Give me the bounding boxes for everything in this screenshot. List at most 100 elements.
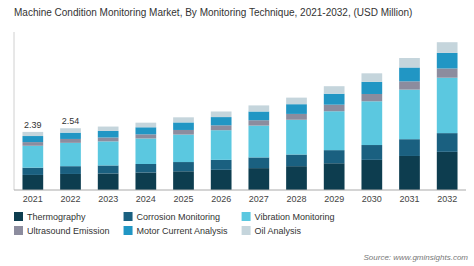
legend-item: Vibration Monitoring [242, 212, 335, 222]
bar-segment [173, 135, 194, 162]
bar-segment [286, 98, 307, 105]
legend-item: Corrosion Monitoring [124, 212, 221, 222]
bar-segment [324, 105, 345, 112]
x-tick-label: 2032 [437, 194, 457, 204]
legend-label: Thermography [27, 212, 86, 222]
bar-segment [173, 162, 194, 171]
bar-segment [399, 58, 420, 67]
y-axis-line [14, 32, 15, 190]
x-tick-label: 2026 [211, 194, 231, 204]
legend-swatch [14, 226, 23, 235]
bar-segment [98, 165, 119, 173]
annotation: 2.39 [24, 120, 42, 130]
legend-item: Motor Current Analysis [124, 226, 229, 236]
bar-segment [248, 105, 269, 111]
x-tick-label: 2021 [23, 194, 43, 204]
bar-segment [60, 133, 81, 139]
bar-segment [286, 166, 307, 190]
x-tick-label: 2023 [98, 194, 118, 204]
bar-segment [98, 127, 119, 131]
bar-segment [211, 170, 232, 190]
bar-segment [399, 156, 420, 190]
bar-segment [98, 141, 119, 165]
legend: Thermography Corrosion Monitoring Vibratio… [14, 212, 334, 236]
x-tick-label: 2024 [136, 194, 156, 204]
bar-segment [437, 42, 458, 53]
bar-segment [98, 137, 119, 141]
bar-segment [173, 117, 194, 122]
legend-item: Thermography [14, 212, 86, 222]
chart: Machine Condition Monitoring Market, By … [0, 0, 474, 266]
legend-label: Motor Current Analysis [137, 226, 229, 236]
bar-segment [60, 166, 81, 174]
x-tick-label: 2025 [173, 194, 193, 204]
bar-segment [248, 111, 269, 120]
bar-segment [399, 81, 420, 89]
bar-segment [437, 152, 458, 190]
bars [22, 42, 457, 190]
bar-segment [22, 146, 43, 168]
annotation: 2.54 [62, 116, 80, 126]
bar-segment [324, 111, 345, 150]
x-tick-label: 2028 [286, 194, 306, 204]
bar-segment [60, 143, 81, 166]
legend-label: Corrosion Monitoring [137, 212, 221, 222]
bar-segment [248, 120, 269, 125]
bar-segment [286, 114, 307, 120]
legend-item: Ultrasound Emission [14, 226, 110, 236]
bar-segment [437, 68, 458, 77]
x-tick-label: 2029 [324, 194, 344, 204]
bar-segment [361, 73, 382, 82]
bar-segment [324, 163, 345, 190]
bar-segment [211, 130, 232, 160]
bar-segment [437, 78, 458, 133]
bar-segment [399, 90, 420, 140]
bar-segment [135, 134, 156, 138]
bar-segment [399, 139, 420, 156]
legend-label: Vibration Monitoring [255, 212, 335, 222]
legend-item: Oil Analysis [242, 226, 302, 236]
bar-segment [22, 132, 43, 136]
bar-segment [135, 172, 156, 190]
legend-swatch [124, 226, 133, 235]
bar-segment [248, 126, 269, 158]
bar-segment [60, 128, 81, 132]
bar-segment [173, 122, 194, 130]
bar-segment [22, 175, 43, 190]
bar-segment [324, 94, 345, 105]
bar-segment [324, 86, 345, 94]
bar-segment [361, 82, 382, 94]
bar-segment [286, 120, 307, 155]
x-tick-label: 2027 [249, 194, 269, 204]
bar-segment [135, 138, 156, 164]
bar-segment [437, 53, 458, 69]
bar-segment [60, 174, 81, 190]
bar-segment [361, 160, 382, 190]
bar-segment [361, 145, 382, 160]
bar-segment [211, 111, 232, 117]
bar-segment [135, 164, 156, 173]
legend-swatch [124, 212, 133, 221]
bar-segment [211, 125, 232, 130]
title: Machine Condition Monitoring Market, By … [14, 7, 412, 18]
bar-segment [60, 139, 81, 143]
bar-segment [399, 67, 420, 81]
x-tick-label: 2022 [60, 194, 80, 204]
legend-swatch [242, 212, 251, 221]
bar-segment [286, 155, 307, 167]
bar-segment [135, 127, 156, 134]
bar-segment [211, 160, 232, 170]
bar-segment [135, 123, 156, 128]
bar-segment [361, 94, 382, 101]
legend-swatch [242, 226, 251, 235]
bar-segment [248, 157, 269, 168]
legend-swatch [14, 212, 23, 221]
legend-label: Ultrasound Emission [27, 226, 110, 236]
bar-segment [173, 171, 194, 190]
bar-segment [286, 104, 307, 114]
x-tick-label: 2030 [362, 194, 382, 204]
bar-segment [437, 133, 458, 152]
bar-segment [324, 150, 345, 163]
legend-label: Oil Analysis [255, 226, 302, 236]
bar-segment [22, 168, 43, 175]
